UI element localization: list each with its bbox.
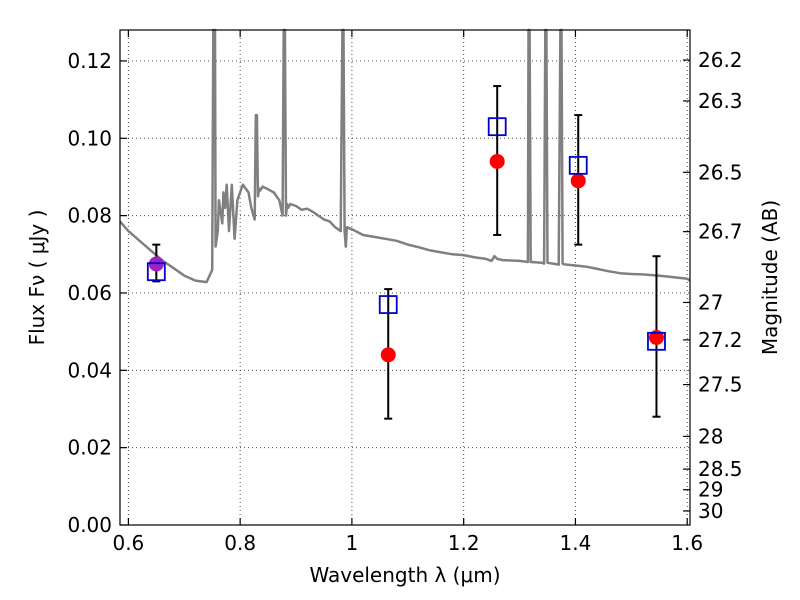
y2-tick-label-3: 26.7 bbox=[698, 220, 743, 244]
y-axis-label: Flux Fν ( μJy ) bbox=[25, 210, 49, 346]
model-spectrum-line bbox=[119, 28, 691, 284]
observed-point-1 bbox=[380, 347, 396, 363]
y-tick-label-3: 0.06 bbox=[67, 281, 112, 305]
x-tick-label-0: 0.6 bbox=[112, 531, 144, 555]
x-axis-ticks: 0.6 0.8 1 1.2 1.4 1.6 bbox=[112, 30, 703, 555]
x-tick-label-5: 1.6 bbox=[671, 531, 703, 555]
observed-point-3 bbox=[570, 173, 586, 189]
y2-tick-label-6: 27.5 bbox=[698, 373, 743, 397]
model-phot-square-4 bbox=[647, 331, 666, 351]
y-axis-ticks: 0.00 0.02 0.04 0.06 0.08 0.10 0.12 bbox=[67, 49, 127, 537]
y2-tick-label-8: 28.5 bbox=[698, 457, 743, 481]
y2-tick-label-7: 28 bbox=[698, 424, 723, 448]
y2-tick-label-4: 27 bbox=[698, 290, 723, 314]
y-tick-label-1: 0.02 bbox=[67, 436, 112, 460]
model-photometry-squares bbox=[146, 117, 666, 351]
model-phot-square-0 bbox=[146, 262, 166, 282]
x-axis-label: Wavelength λ (μm) bbox=[309, 563, 500, 587]
model-phot-square-2 bbox=[487, 117, 507, 137]
y-tick-label-4: 0.08 bbox=[67, 204, 112, 228]
y2-tick-label-0: 26.2 bbox=[698, 48, 743, 72]
model-phot-square-1 bbox=[378, 295, 398, 314]
x-tick-label-4: 1.4 bbox=[560, 531, 592, 555]
y-tick-label-2: 0.04 bbox=[67, 358, 112, 382]
y2-axis-label: Magnitude (AB) bbox=[758, 200, 782, 355]
y2-tick-label-9: 29 bbox=[698, 478, 723, 502]
observed-point-2 bbox=[489, 153, 505, 169]
y-tick-label-0: 0.00 bbox=[67, 513, 112, 537]
y2-tick-label-2: 26.5 bbox=[698, 160, 743, 184]
y-tick-label-6: 0.12 bbox=[67, 49, 112, 73]
model-spectrum bbox=[119, 28, 691, 284]
plot-frame bbox=[119, 29, 691, 526]
x-tick-label-2: 1 bbox=[346, 531, 359, 555]
y2-tick-label-10: 30 bbox=[698, 499, 723, 523]
y2-tick-label-1: 26.3 bbox=[698, 89, 743, 113]
grid-lines bbox=[120, 30, 690, 526]
x-tick-label-1: 0.8 bbox=[224, 531, 256, 555]
y-tick-label-5: 0.10 bbox=[67, 126, 112, 150]
y2-tick-label-5: 27.2 bbox=[698, 328, 743, 352]
model-phot-square-3 bbox=[568, 155, 588, 175]
x-tick-label-3: 1.2 bbox=[448, 531, 480, 555]
error-bars bbox=[152, 85, 661, 420]
